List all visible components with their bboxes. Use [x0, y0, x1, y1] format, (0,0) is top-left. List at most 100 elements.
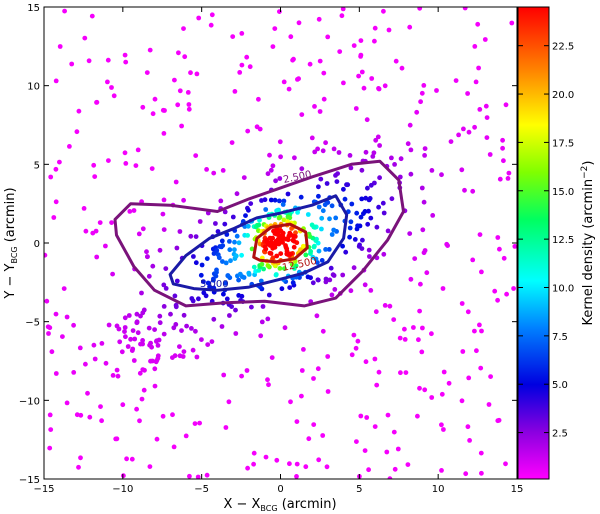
data-point — [312, 104, 317, 109]
data-point — [74, 129, 80, 135]
data-point — [393, 58, 399, 64]
data-point — [283, 243, 288, 248]
data-point — [209, 339, 215, 344]
data-point — [137, 418, 142, 424]
contour-line — [252, 222, 309, 264]
data-point — [170, 412, 175, 418]
data-point — [77, 345, 83, 351]
data-point — [155, 343, 161, 348]
data-point — [213, 273, 219, 279]
data-point — [251, 450, 257, 456]
data-point — [276, 215, 282, 221]
data-point — [287, 461, 292, 467]
data-point — [479, 269, 484, 275]
data-point — [134, 406, 140, 412]
data-point — [466, 129, 472, 135]
data-point — [446, 380, 452, 386]
data-point — [472, 328, 477, 334]
data-point — [82, 35, 88, 41]
data-point — [503, 461, 508, 467]
data-point — [340, 272, 346, 278]
data-point — [227, 313, 232, 318]
data-point — [340, 7, 346, 12]
data-point — [467, 438, 472, 443]
data-point — [247, 64, 253, 70]
data-point — [341, 80, 346, 86]
y-tick-label: 15 — [27, 3, 40, 14]
data-point — [152, 366, 158, 372]
data-point — [500, 145, 505, 151]
data-point — [479, 328, 484, 334]
data-point — [324, 181, 330, 186]
data-point — [417, 308, 422, 314]
data-point — [122, 325, 128, 330]
data-point — [337, 49, 343, 54]
data-point — [417, 385, 422, 391]
data-point — [204, 472, 210, 478]
data-point — [152, 383, 158, 389]
data-point — [429, 331, 434, 337]
data-point — [370, 154, 376, 159]
data-point — [64, 314, 70, 320]
data-point — [272, 197, 278, 203]
data-point — [421, 199, 427, 205]
data-point — [299, 166, 305, 172]
data-point — [389, 155, 394, 161]
data-point — [330, 272, 336, 278]
data-point — [416, 337, 421, 343]
y-tick-label: −10 — [19, 396, 40, 407]
data-point — [161, 282, 167, 288]
data-point — [376, 369, 382, 375]
data-point — [245, 465, 251, 471]
data-point — [408, 171, 414, 177]
data-point — [92, 174, 98, 180]
data-point — [287, 285, 293, 290]
data-point — [512, 244, 517, 249]
data-point — [140, 226, 146, 232]
data-point — [277, 198, 282, 204]
data-point — [233, 331, 239, 336]
data-point — [363, 359, 369, 365]
data-point — [441, 427, 446, 432]
data-point — [186, 102, 192, 107]
data-point — [358, 54, 363, 59]
y-axis-label: Y − YBCG (arcmin) — [3, 187, 19, 299]
data-point — [323, 140, 328, 146]
data-point — [160, 211, 166, 217]
data-point — [361, 85, 367, 91]
data-point — [274, 457, 280, 463]
data-point — [245, 128, 251, 134]
data-point — [511, 286, 516, 291]
data-point — [322, 202, 328, 208]
data-point — [285, 191, 291, 197]
data-point — [465, 91, 470, 96]
data-point — [339, 13, 345, 19]
data-point — [305, 274, 311, 280]
data-point — [497, 176, 503, 182]
data-point — [146, 325, 152, 331]
data-point — [224, 296, 230, 302]
data-point — [189, 326, 194, 331]
data-point — [319, 258, 325, 263]
data-point — [359, 69, 365, 75]
data-point — [263, 246, 269, 252]
data-point — [155, 353, 161, 359]
data-point — [149, 166, 155, 172]
data-point — [380, 200, 386, 206]
data-point — [459, 167, 465, 173]
data-point — [259, 319, 265, 325]
data-point — [193, 260, 199, 266]
data-point — [144, 70, 150, 75]
data-point — [185, 90, 191, 95]
data-point — [76, 464, 81, 470]
data-point — [157, 313, 163, 319]
data-point — [368, 288, 374, 293]
colorbar-tick-label: 7.5 — [552, 332, 568, 343]
data-point — [295, 77, 300, 82]
data-point — [234, 191, 240, 197]
data-point — [119, 349, 125, 355]
data-point — [364, 415, 370, 420]
data-point — [130, 328, 136, 333]
data-point — [211, 170, 217, 176]
data-point — [424, 270, 430, 276]
